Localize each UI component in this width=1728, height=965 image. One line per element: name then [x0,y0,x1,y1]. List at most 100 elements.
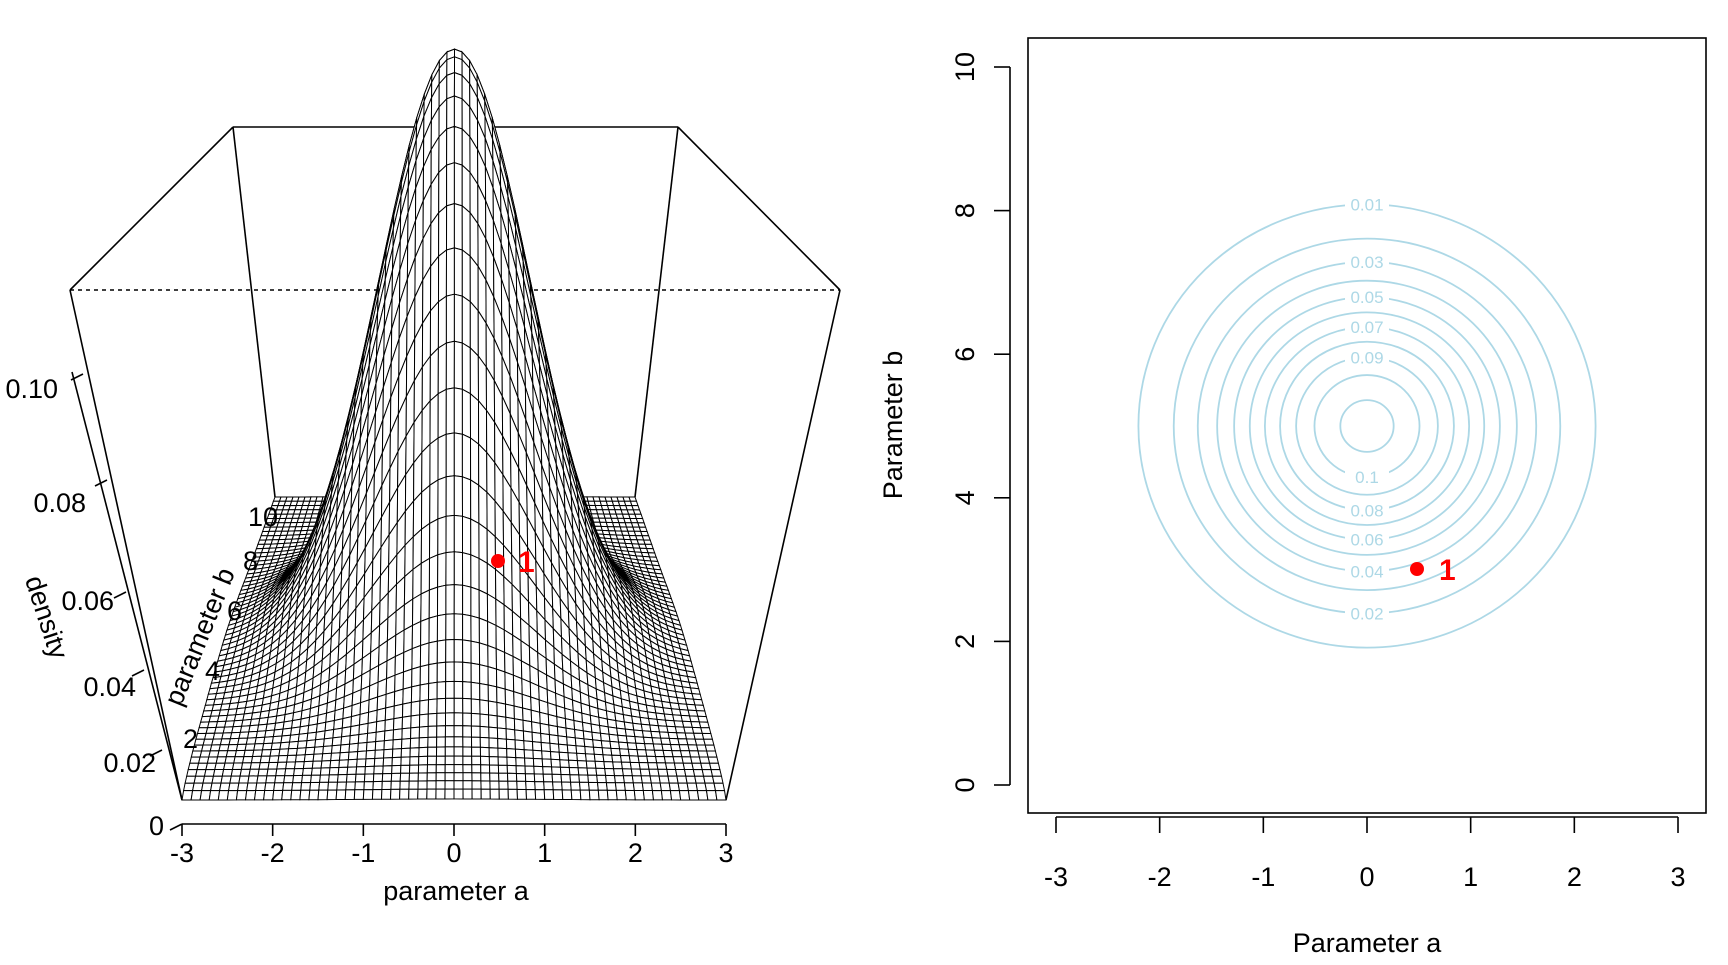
surface-facet [496,727,507,740]
surface-facet [618,741,629,750]
surface-facet [608,733,620,743]
surface-point-marker [491,554,505,568]
surface-facet [489,788,500,800]
surface-facet [400,764,411,774]
surface-facet [326,789,338,801]
surface-facet [470,736,481,748]
surface-facet [394,651,405,676]
contour-level-label: 0.02 [1350,604,1383,623]
surface-facet [258,761,270,770]
surface-facet [453,697,464,714]
surface-facet [249,762,261,770]
surface-facet [541,750,552,760]
surface-facet [282,782,294,791]
surface-facet [588,789,600,801]
surface-facet [392,728,403,741]
surface-facet [622,775,634,784]
surface-facet [605,782,617,791]
surface-facet [329,759,341,769]
surface-facet [478,589,489,623]
surface-facet [356,758,367,768]
surface-facet [339,743,351,754]
surface-facet [606,789,618,801]
surface-facet [541,758,553,768]
surface-facet [470,681,481,701]
surface-facet [420,522,431,565]
surface-facet [478,442,488,494]
surface-facet [504,703,515,720]
surface-facet [487,620,497,650]
surface-facet [292,774,304,784]
surface-facet [435,788,446,800]
surface-facet [345,773,357,783]
surface-facet [436,736,446,748]
surface-facet [487,644,498,670]
surface-facet [471,788,482,800]
surface-facet [568,766,580,776]
surface-plot: 0 0.02 0.04 0.06 0.08 0.10 density 10 8 … [5,48,841,906]
surface-facet [427,712,438,727]
surface-facet [259,755,271,764]
surface-facet [381,780,392,791]
surface-facet [584,745,595,755]
surface-facet [489,780,500,790]
param-b-tick-label: 10 [248,502,278,532]
surface-facet [713,782,726,792]
surface-facet [346,766,358,776]
contour-lines: 0.01 0.03 0.05 0.07 0.09 0.1 0.08 0.06 0.04 0.02 [1137,194,1597,649]
surface-facet [615,789,627,801]
surface-facet [418,755,429,766]
surface-facet [436,584,447,617]
surface-facet [583,738,595,748]
surface-facet [411,665,421,688]
surface-facet [376,707,387,723]
surface-facet [429,392,439,446]
surface-facet [470,698,481,715]
surface-facet [411,620,422,650]
surface-facet [410,726,421,740]
surface-facet [531,721,542,734]
surface-facet [487,665,498,688]
surface-facet [628,496,638,502]
surface-facet [428,662,438,685]
surface-facet [506,748,517,759]
surface-facet [605,774,616,784]
surface-facet [302,760,314,770]
surface-facet [393,688,404,707]
surface-facet [400,756,411,766]
contour-point-marker [1410,562,1424,576]
surface-facet [437,476,447,520]
surface-facet [437,388,447,439]
surface-facet [505,716,516,731]
surface-facet [445,387,455,435]
surface-facet [479,736,490,749]
surface-facet [300,781,312,791]
surface-facet [514,729,525,742]
surface-facet [436,712,446,727]
surface-facet [453,772,464,782]
surface-facet [319,774,330,783]
surface-facet [461,163,471,214]
surface-facet [293,761,305,770]
surface-facet [642,790,655,801]
surface-facet [444,697,455,714]
surface-facet [257,768,269,777]
surface-facet [349,734,360,745]
surface-facet [578,781,590,791]
surface-facet [471,755,482,766]
surface-facet [462,681,472,700]
surface-facet [623,782,635,792]
surface-facet [461,342,471,395]
surface-facet [435,780,446,790]
surface-facet [444,764,455,774]
surface-facet [453,584,464,615]
surface-facet [487,700,498,717]
surface-facet [602,754,614,763]
surface-facet [470,712,481,727]
surface-facet [625,735,637,744]
surface-facet [706,750,718,758]
surface-facet [411,644,422,670]
surface-facet [597,789,609,801]
surface-facet [570,781,581,791]
surface-facet [462,736,473,748]
